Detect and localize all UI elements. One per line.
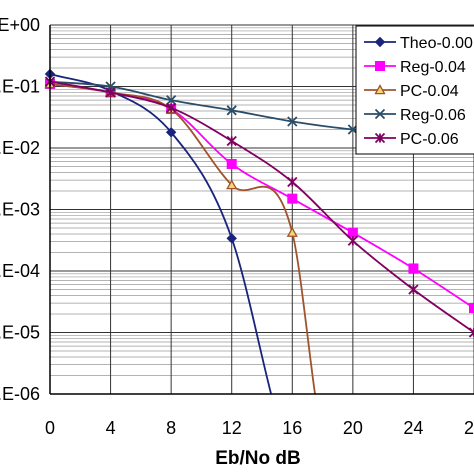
y-tick-label: 1.E+00 (0, 15, 40, 35)
x-tick-label: 20 (343, 418, 363, 438)
legend-item: Reg-0.04 (364, 59, 466, 76)
y-tick-label: 1.E-01 (0, 77, 40, 97)
data-point (226, 158, 237, 169)
data-point (287, 193, 298, 204)
data-point (347, 227, 358, 238)
data-point (226, 233, 237, 244)
x-tick-label: 0 (45, 418, 55, 438)
data-point (374, 108, 386, 120)
data-point (347, 235, 358, 246)
tick-labels: 0 4 8 12 16 20 24 28 1.E+00 1.E-01 1.E-02 1.E-03 1.E… (0, 15, 474, 438)
legend-label: PC-0.04 (400, 83, 459, 100)
data-point (408, 284, 419, 295)
data-point (287, 176, 298, 188)
legend-label: Reg-0.06 (400, 107, 466, 124)
legend-item: Theo-0.00 (364, 35, 473, 52)
x-tick-label: 4 (106, 418, 116, 438)
data-point (469, 303, 474, 314)
data-point (287, 116, 298, 127)
y-tick-label: 1.E-05 (0, 323, 40, 343)
x-tick-label: 16 (282, 418, 302, 438)
x-axis-label: Eb/No dB (215, 448, 301, 469)
legend: Theo-0.00 Reg-0.04 PC-0.04 Reg-0.06 PC-0.06 (355, 25, 474, 155)
legend-item: PC-0.04 (364, 83, 459, 100)
x-tick-label: 28 (464, 418, 474, 438)
y-tick-label: 1.E-02 (0, 138, 40, 158)
data-point (166, 102, 177, 113)
axes (49, 25, 474, 395)
data-point (408, 263, 419, 274)
data-point (374, 84, 386, 95)
data-point (468, 327, 474, 338)
x-tick-label: 24 (403, 418, 423, 438)
legend-label: Theo-0.00 (400, 35, 473, 52)
legend-label: Reg-0.04 (400, 59, 466, 76)
legend-item: PC-0.06 (364, 131, 459, 148)
legend-item: Reg-0.06 (364, 107, 466, 124)
legend-label: PC-0.06 (400, 131, 459, 148)
y-tick-label: 1.E-03 (0, 200, 40, 220)
data-point (165, 127, 177, 138)
data-point (226, 135, 237, 147)
data-point (374, 132, 386, 144)
data-point (105, 87, 116, 98)
data-point (226, 179, 238, 190)
data-point (375, 61, 385, 71)
y-tick-label: 1.E-04 (0, 261, 40, 281)
x-tick-label: 8 (166, 418, 176, 438)
data-point (286, 226, 298, 237)
data-point (374, 36, 386, 48)
y-tick-label: 1.E-06 (0, 384, 40, 404)
data-point (226, 105, 237, 116)
data-point (166, 95, 177, 106)
x-tick-label: 12 (222, 418, 242, 438)
